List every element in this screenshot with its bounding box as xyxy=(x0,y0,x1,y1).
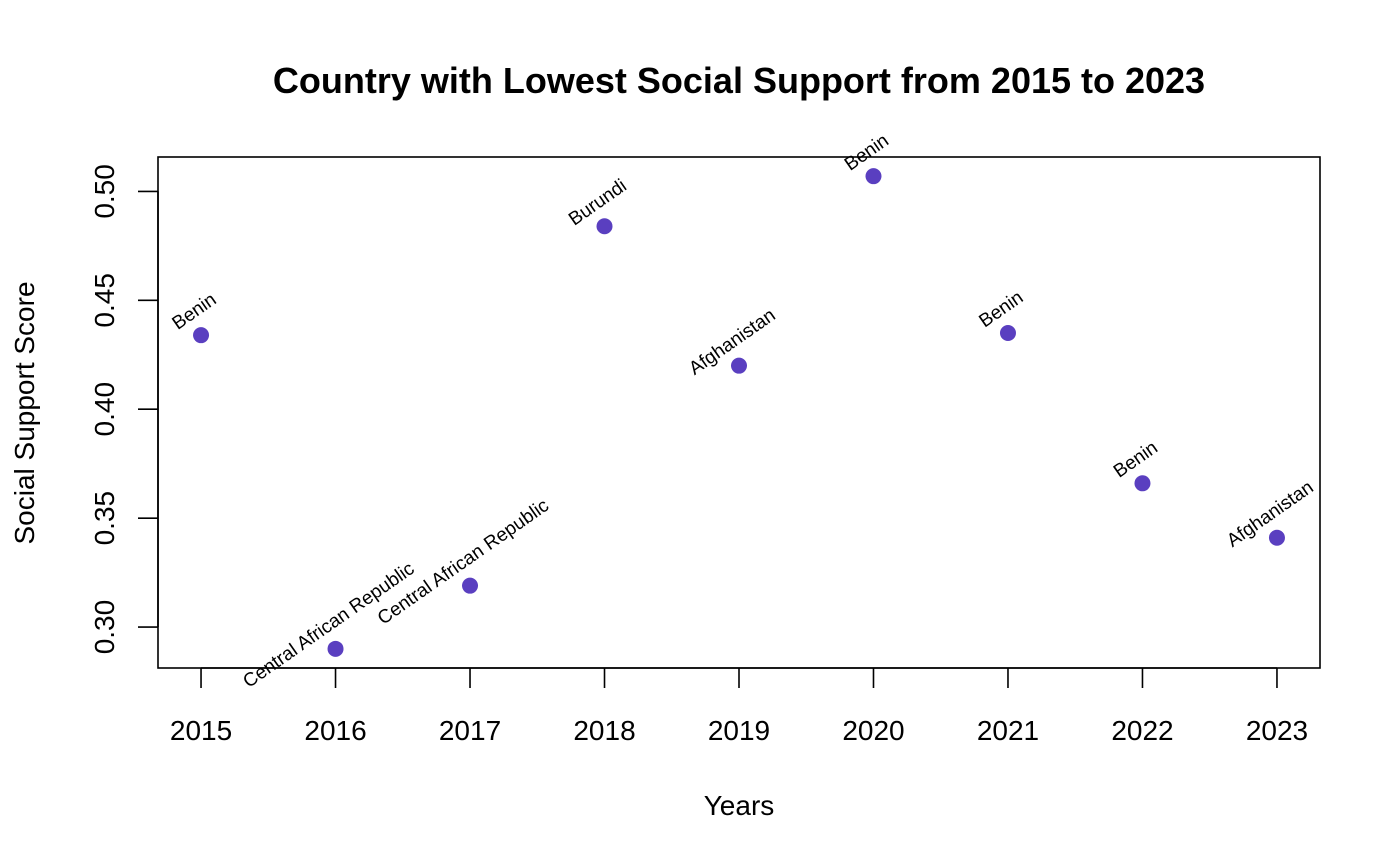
plot-frame xyxy=(157,156,1321,669)
data-point xyxy=(327,640,344,657)
point-label: Benin xyxy=(975,287,1027,332)
x-tick-label: 2023 xyxy=(1246,715,1308,746)
chart-title: Country with Lowest Social Support from … xyxy=(273,60,1205,101)
y-axis: 0.30 0.35 0.40 0.45 0.50 xyxy=(89,164,159,655)
x-tick-label: 2015 xyxy=(170,715,232,746)
x-axis: 2015 2016 2017 2018 2019 2020 2021 2022 2023 xyxy=(170,667,1308,746)
data-point xyxy=(596,218,613,235)
point-label: Benin xyxy=(1110,437,1162,482)
x-axis-label: Years xyxy=(704,790,775,821)
x-tick-label: 2021 xyxy=(977,715,1039,746)
data-point xyxy=(999,324,1016,341)
data-point xyxy=(193,327,210,344)
data-point xyxy=(731,357,747,374)
y-tick-label: 0.50 xyxy=(89,164,120,219)
y-tick-label: 0.40 xyxy=(89,382,120,437)
x-tick-label: 2016 xyxy=(304,715,366,746)
data-points xyxy=(193,168,1285,657)
y-axis-label: Social Support Score xyxy=(9,281,40,544)
data-point xyxy=(865,168,882,185)
x-tick-label: 2017 xyxy=(439,715,501,746)
y-tick-label: 0.30 xyxy=(89,600,120,655)
y-tick-label: 0.45 xyxy=(89,273,120,328)
point-label: Benin xyxy=(841,130,893,175)
x-tick-label: 2022 xyxy=(1111,715,1173,746)
x-tick-label: 2019 xyxy=(708,715,770,746)
data-point xyxy=(1134,475,1151,492)
data-point xyxy=(462,577,479,594)
x-tick-label: 2020 xyxy=(842,715,904,746)
point-label: Central African Republic xyxy=(239,558,418,692)
point-label: Benin xyxy=(169,289,221,334)
data-point xyxy=(1268,529,1285,546)
y-tick-label: 0.35 xyxy=(89,491,120,546)
x-tick-label: 2018 xyxy=(573,715,635,746)
